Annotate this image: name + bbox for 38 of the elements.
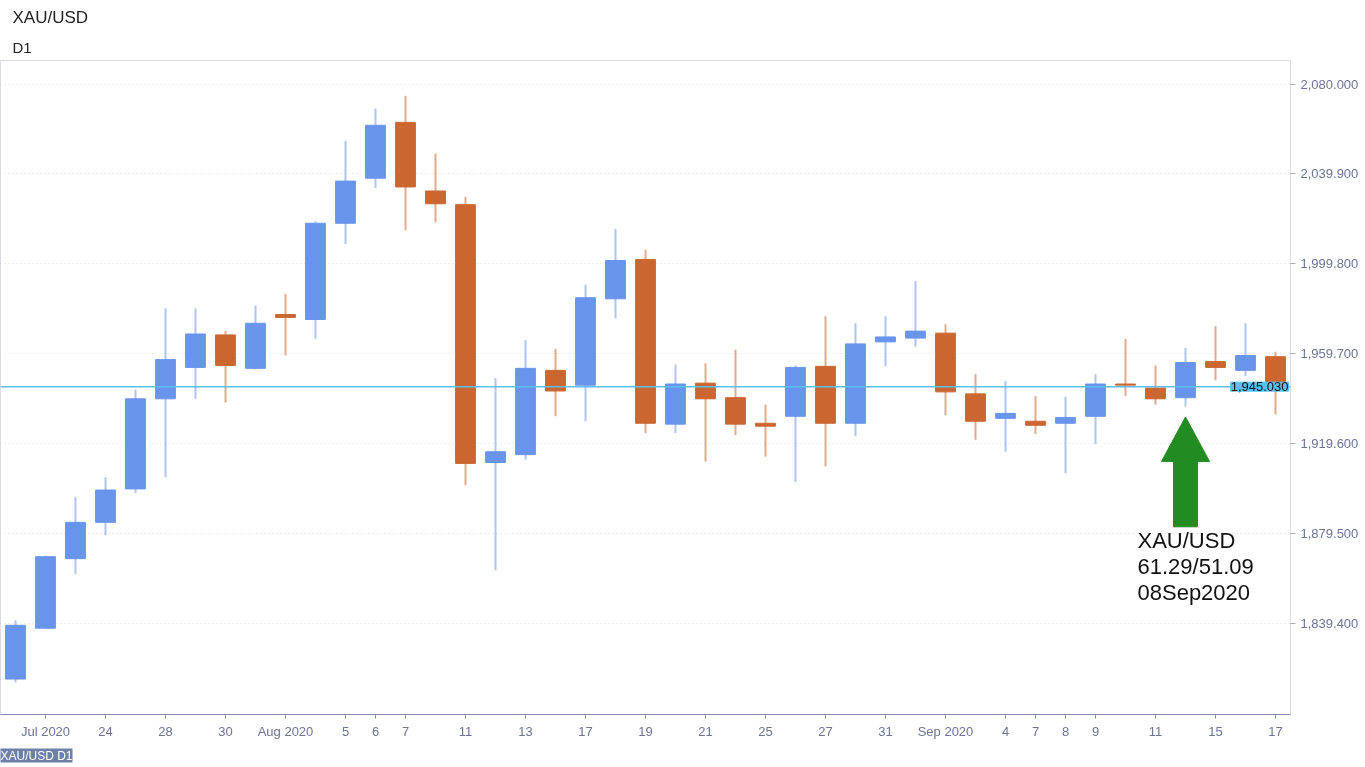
x-tick-label: 17 — [578, 723, 593, 739]
x-tick-label: Sep 2020 — [917, 723, 974, 739]
y-tick-label: 2,039.900 — [1300, 166, 1359, 182]
x-tick-label: 5 — [341, 723, 350, 739]
x-tick-label: 27 — [818, 723, 833, 739]
ref-line-label: 1,945.030 — [1230, 379, 1289, 395]
x-tick-label: 15 — [1208, 723, 1223, 739]
x-tick-label: 8 — [1061, 723, 1070, 739]
annotation: 61.29/51.09 — [1137, 553, 1254, 579]
x-tick-label: 6 — [371, 723, 380, 739]
y-tick-label: 1,839.400 — [1300, 615, 1359, 631]
chart-subtitle: D1 — [12, 38, 32, 56]
x-tick-label: 9 — [1091, 723, 1100, 739]
x-tick-label: 30 — [218, 723, 233, 739]
y-tick-label: 2,080.000 — [1300, 76, 1359, 92]
chart-title: XAU/USD — [12, 7, 89, 27]
x-tick-label: 24 — [98, 723, 113, 739]
x-tick-label: 11 — [458, 723, 473, 739]
x-tick-label: 19 — [638, 723, 653, 739]
text: XAU/USD D1 — [0, 748, 73, 763]
x-tick-label: 21 — [698, 723, 713, 739]
y-tick-label: 1,879.500 — [1300, 526, 1359, 542]
x-tick-label: Aug 2020 — [257, 723, 314, 739]
y-tick-label: 1,919.600 — [1300, 436, 1359, 452]
annotation: 08Sep2020 — [1137, 579, 1251, 605]
x-tick-label: 7 — [1031, 723, 1040, 739]
x-tick-label: 4 — [1001, 723, 1010, 739]
x-tick-label: Jul 2020 — [20, 723, 71, 739]
annotation: XAU/USD — [1137, 527, 1236, 553]
y-tick-label: 1,999.800 — [1300, 256, 1359, 272]
x-tick-label: 25 — [758, 723, 773, 739]
x-tick-label: 7 — [401, 723, 410, 739]
y-tick-label: 1,959.700 — [1300, 346, 1359, 362]
x-tick-label: 11 — [1148, 723, 1163, 739]
x-tick-label: 28 — [158, 723, 173, 739]
x-tick-label: 31 — [878, 723, 893, 739]
x-tick-label: 13 — [518, 723, 533, 739]
x-tick-label: 17 — [1268, 723, 1283, 739]
